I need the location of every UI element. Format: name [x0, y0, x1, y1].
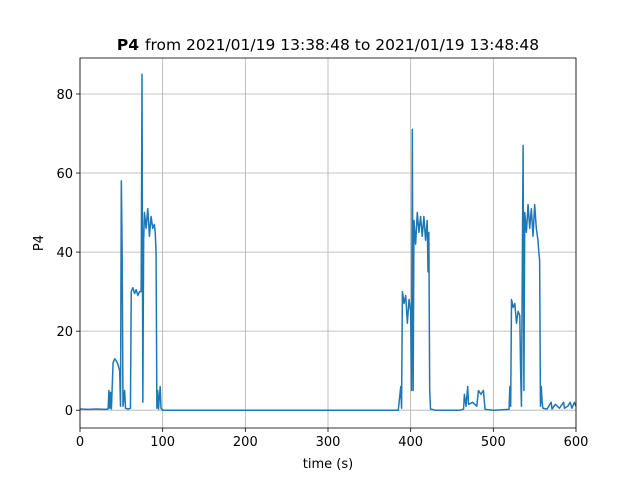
- y-tick-label: 80: [56, 88, 73, 103]
- x-tick-label: 300: [316, 435, 341, 450]
- x-axis-label: time (s): [303, 457, 353, 472]
- chart-title: P4 from 2021/01/19 13:38:48 to 2021/01/19…: [117, 36, 539, 54]
- x-tick-label: 100: [150, 435, 175, 450]
- y-tick-label: 20: [56, 325, 73, 340]
- x-tick-label: 400: [398, 435, 423, 450]
- title-variable: P4: [117, 36, 139, 54]
- y-tick-label: 60: [56, 167, 73, 182]
- x-tick-label: 500: [481, 435, 506, 450]
- x-tick-label: 600: [564, 435, 589, 450]
- x-tick-label: 200: [233, 435, 258, 450]
- title-range: from 2021/01/19 13:38:48 to 2021/01/19 1…: [145, 36, 539, 54]
- plot-frame: [79, 57, 577, 429]
- data-line: [79, 73, 577, 411]
- y-tick-label: 0: [65, 404, 73, 419]
- y-tick-label: 40: [56, 246, 73, 261]
- y-axis-label: P4: [32, 235, 47, 251]
- x-tick-label: 0: [76, 435, 84, 450]
